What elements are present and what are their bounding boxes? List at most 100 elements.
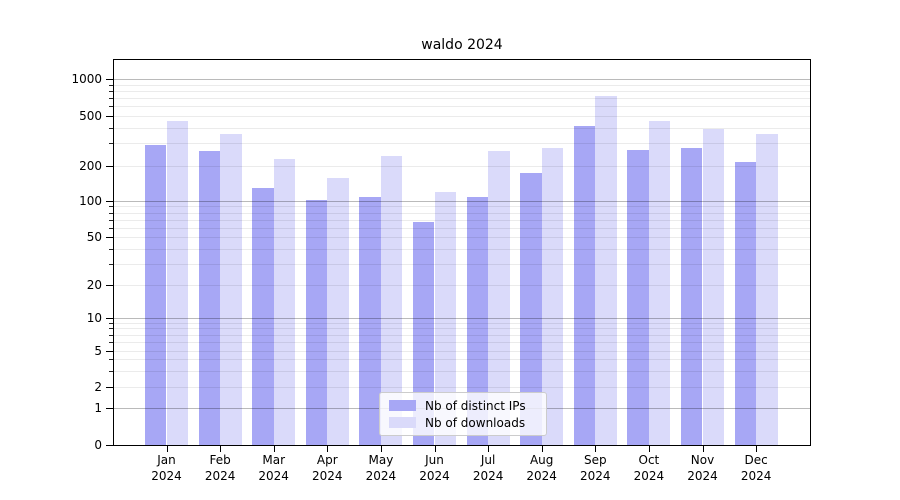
x-tick [488,446,490,452]
y-tick [106,350,113,352]
y-minor-tick [109,212,113,214]
x-tick [702,446,704,452]
y-tick-label: 5 [94,343,102,358]
y-tick [106,79,113,81]
plot-area [114,60,810,445]
y-minor-tick [109,219,113,221]
y-tick-label: 1000 [71,72,102,87]
bar-downloads-feb [220,134,242,445]
x-tick [327,446,329,452]
minor-gridline [114,285,810,286]
y-tick [106,165,113,167]
minor-gridline [114,165,810,167]
minor-gridline [114,359,810,361]
y-minor-tick [109,90,113,92]
bar-distinct-ips-jan [144,145,167,445]
x-tick [648,446,651,452]
legend-entry-distinct-ips: Nb of distinct IPs [380,399,546,413]
x-tick-label: Dec 2024 [740,453,772,483]
y-tick-label: 10 [86,311,102,325]
minor-gridline [114,90,810,92]
y-minor-tick [109,143,113,145]
bar-distinct-ips-jul [466,197,489,445]
bar-distinct-ips-apr [305,199,328,445]
y-minor-tick [109,263,113,265]
x-tick [756,446,758,452]
bar-downloads-apr [327,177,349,445]
y-minor-tick [109,328,113,330]
minor-gridline [114,386,810,388]
y-minor-tick [109,341,113,343]
bar-distinct-ips-mar [252,187,274,445]
major-gridline [114,79,810,81]
bar-distinct-ips-feb [198,151,221,445]
distinct-ips-swatch-icon [389,400,416,411]
minor-gridline [114,322,810,324]
minor-gridline [114,206,810,208]
x-tick-label: Apr 2024 [312,453,343,483]
minor-gridline [114,127,810,129]
bar-downloads-aug [541,148,564,445]
y-tick [106,201,113,203]
y-tick-label: 100 [79,194,102,208]
y-tick [106,237,113,239]
y-tick-label: 200 [79,158,102,173]
y-tick [106,115,113,117]
minor-gridline [114,84,810,86]
bar-downloads-oct [648,121,671,445]
x-tick-label: Jan 2024 [151,453,182,483]
y-minor-tick [109,334,113,336]
x-tick-label: Sep 2024 [580,453,611,483]
bar-distinct-ips-jun [412,221,435,445]
minor-gridline [114,115,810,117]
minor-gridline [114,341,810,343]
y-tick-label: 20 [86,278,102,292]
major-gridline [114,201,810,202]
bar-downloads-nov [702,129,725,445]
x-tick [220,446,222,452]
x-tick-label: Oct 2024 [633,453,665,483]
y-tick-label: 500 [79,108,102,123]
x-tick-label: Jul 2024 [472,453,504,483]
minor-gridline [114,350,810,352]
y-tick-label: 2 [94,379,102,394]
bar-distinct-ips-aug [520,172,542,445]
y-tick [106,408,113,410]
legend-label: Nb of downloads [425,415,526,430]
x-tick-label: Jun 2024 [419,453,450,483]
bar-distinct-ips-oct [627,150,649,445]
y-minor-tick [109,227,113,229]
y-minor-tick [109,105,113,107]
bar-downloads-jul [488,151,510,445]
bar-downloads-dec [756,134,778,445]
y-tick-label: 0 [94,437,102,452]
minor-gridline [114,248,810,250]
y-tick [106,285,113,287]
y-tick [106,444,113,446]
y-minor-tick [109,206,113,208]
chart-title: waldo 2024 [421,37,503,53]
minor-gridline [114,334,810,336]
minor-gridline [114,370,810,372]
minor-gridline [114,143,810,145]
minor-gridline [114,263,810,265]
major-gridline [114,318,810,319]
y-minor-tick [109,370,113,372]
minor-gridline [114,212,810,214]
y-minor-tick [109,84,113,86]
x-tick [434,446,436,452]
bar-downloads-may [380,155,403,445]
bar-downloads-mar [273,159,296,445]
x-tick-label: Feb 2024 [204,453,236,483]
bar-downloads-jun [434,191,457,445]
minor-gridline [114,227,810,229]
legend-label: Nb of distinct IPs [425,398,526,413]
minor-gridline [114,328,810,330]
y-minor-tick [109,359,113,361]
bar-distinct-ips-may [359,197,381,445]
bar-distinct-ips-sep [573,126,596,445]
bar-distinct-ips-dec [734,161,757,445]
x-tick [380,446,383,452]
minor-gridline [114,237,810,238]
